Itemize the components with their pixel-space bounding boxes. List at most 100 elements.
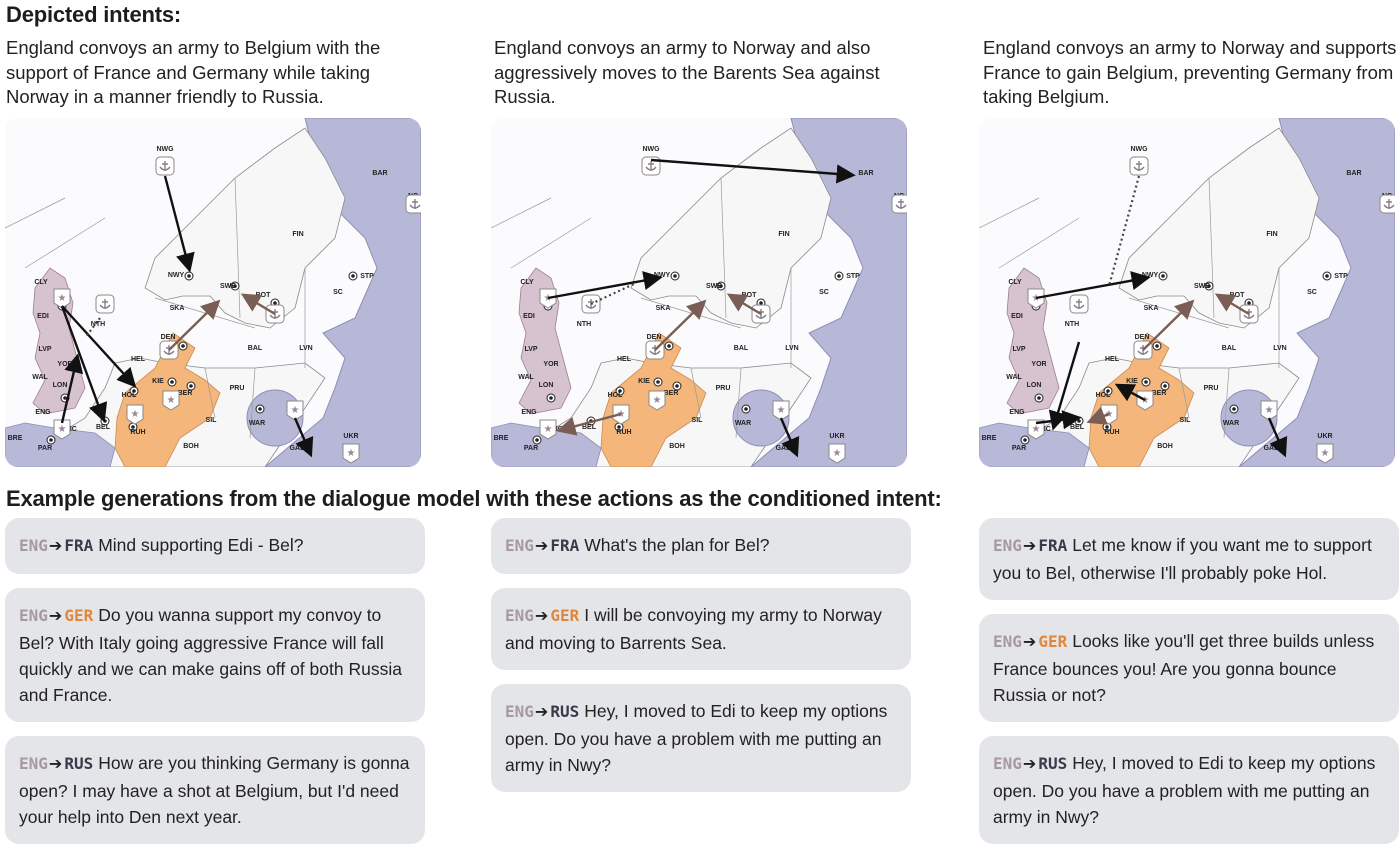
province-label: STP xyxy=(1334,273,1348,280)
supply-center-dot xyxy=(189,384,193,388)
supply-center-dot xyxy=(63,396,67,400)
province-label: BOH xyxy=(183,443,199,450)
anchor-icon xyxy=(895,199,907,209)
province-label: BEL xyxy=(582,424,597,431)
star-icon: ★ xyxy=(1321,448,1330,459)
province-label: EDI xyxy=(37,313,49,320)
message-text: Do you wanna support my convoy to Bel? W… xyxy=(19,605,402,705)
supply-center-dot xyxy=(1161,274,1165,278)
message-column-3: ENG➔ FRA Let me know if you want me to sup… xyxy=(979,518,1399,858)
province-label: GAL xyxy=(1264,445,1280,452)
army-icon xyxy=(53,288,71,309)
sender-code: ENG xyxy=(19,754,48,773)
army-icon xyxy=(286,400,304,421)
message-bubble: ENG➔ GER Looks like you'll get three build… xyxy=(979,614,1399,722)
province-label: NWG xyxy=(1130,146,1148,153)
province-label: STP xyxy=(360,273,374,280)
move-arrow xyxy=(590,282,637,305)
province-label: HEL xyxy=(617,356,632,363)
army-icon xyxy=(1260,400,1278,421)
province-label: SIL xyxy=(1180,417,1192,424)
move-arrow xyxy=(1267,417,1288,458)
recipient-code: RUS xyxy=(550,702,580,721)
scandinavia-land xyxy=(630,127,832,329)
province-label: NTH xyxy=(577,321,591,328)
message-bubble: ENG➔ RUS How are you thinking Germany is g… xyxy=(5,736,425,844)
move-arrow xyxy=(1035,271,1151,300)
arrow-right-icon: ➔ xyxy=(1022,634,1037,651)
province-label: WAR xyxy=(735,420,751,427)
message-bubble: ENG➔ FRA What's the plan for Bel? xyxy=(491,518,911,574)
recipient-code: RUS xyxy=(1038,754,1068,773)
supply-center-dot xyxy=(673,274,677,278)
army-icon xyxy=(1316,443,1334,464)
move-arrow xyxy=(293,417,314,458)
province-border xyxy=(249,367,256,439)
province-label: HOL xyxy=(1096,392,1112,399)
province-label: DEN xyxy=(1135,334,1150,341)
star-icon: ★ xyxy=(777,405,786,416)
depicted-intents-heading: Depicted intents: xyxy=(6,2,182,27)
army-icon xyxy=(1136,390,1154,411)
province-label: WAR xyxy=(1223,420,1239,427)
province-label: NWG xyxy=(156,146,174,153)
province-border xyxy=(998,217,1080,269)
province-label: BEL xyxy=(1070,424,1085,431)
message-text: I will be convoying my army to Norway an… xyxy=(505,605,882,653)
province-label: LVN xyxy=(1273,345,1286,352)
province-label: PRU xyxy=(230,385,245,392)
army-icon xyxy=(539,419,557,440)
province-label: SIL xyxy=(206,417,218,424)
province-label: KIE xyxy=(638,378,650,385)
supply-center-dot xyxy=(273,301,277,305)
star-icon: ★ xyxy=(544,424,553,435)
province-border xyxy=(5,197,66,229)
supply-center-dot xyxy=(617,425,621,429)
arrow-right-icon: ➔ xyxy=(534,704,549,721)
sender-code: ENG xyxy=(505,606,534,625)
province-border xyxy=(720,177,727,319)
province-label: BOT xyxy=(256,292,272,299)
province-label: BAL xyxy=(734,345,749,352)
diplomacy-map: NWGBARNCFINNWYSWEBOTSTPSCCLYEDINTHSKADEN… xyxy=(5,118,421,467)
message-text: Looks like you'll get three builds unles… xyxy=(993,631,1375,705)
map-panel-1: NWGBARNCFINNWYSWEBOTSTPSCCLYEDINTHSKADEN… xyxy=(5,118,421,467)
province-label: FIN xyxy=(778,231,789,238)
province-label: PIC xyxy=(65,426,77,433)
supply-center-dot xyxy=(181,344,185,348)
province-label: BAL xyxy=(1222,345,1237,352)
message-bubble: ENG➔ FRA Mind supporting Edi - Bel? xyxy=(5,518,425,574)
army-icon xyxy=(342,443,360,464)
intent-text-3: England convoys an army to Norway and su… xyxy=(983,37,1397,107)
province-label: BOH xyxy=(1157,443,1173,450)
province-label: BER xyxy=(178,390,193,397)
supply-center-dot xyxy=(233,284,237,288)
province-label: UKR xyxy=(343,433,358,440)
supply-center-dot xyxy=(535,438,539,442)
province-label: WAL xyxy=(518,374,534,381)
supply-center-dot xyxy=(103,419,107,423)
province-border xyxy=(1223,367,1230,439)
province-label: LON xyxy=(53,382,68,389)
diplomacy-map: NWGBARNCFINNWYSWEBOTSTPSCCLYEDINTHSKADEN… xyxy=(491,118,907,467)
province-border xyxy=(24,217,106,269)
army-icon xyxy=(1027,288,1045,309)
province-label: HOL xyxy=(122,392,138,399)
province-label: SC xyxy=(333,289,343,296)
province-label: ENG xyxy=(35,409,51,416)
province-label: WAR xyxy=(249,420,265,427)
army-icon xyxy=(828,443,846,464)
province-label: WAL xyxy=(1006,374,1022,381)
move-arrow xyxy=(654,299,707,351)
province-border xyxy=(1208,177,1215,319)
province-border xyxy=(735,367,742,439)
move-arrow xyxy=(1142,299,1195,351)
province-label: KIE xyxy=(1126,378,1138,385)
map-panel-2: NWGBARNCFINNWYSWEBOTSTPSCCLYEDINTHSKADEN… xyxy=(491,118,907,467)
recipient-code: FRA xyxy=(1038,536,1068,555)
anchor-icon xyxy=(645,161,657,171)
army-icon xyxy=(1027,419,1045,440)
example-generations-heading: Example generations from the dialogue mo… xyxy=(6,486,942,511)
supply-center-dot xyxy=(1155,344,1159,348)
province-label: HEL xyxy=(1105,356,1120,363)
